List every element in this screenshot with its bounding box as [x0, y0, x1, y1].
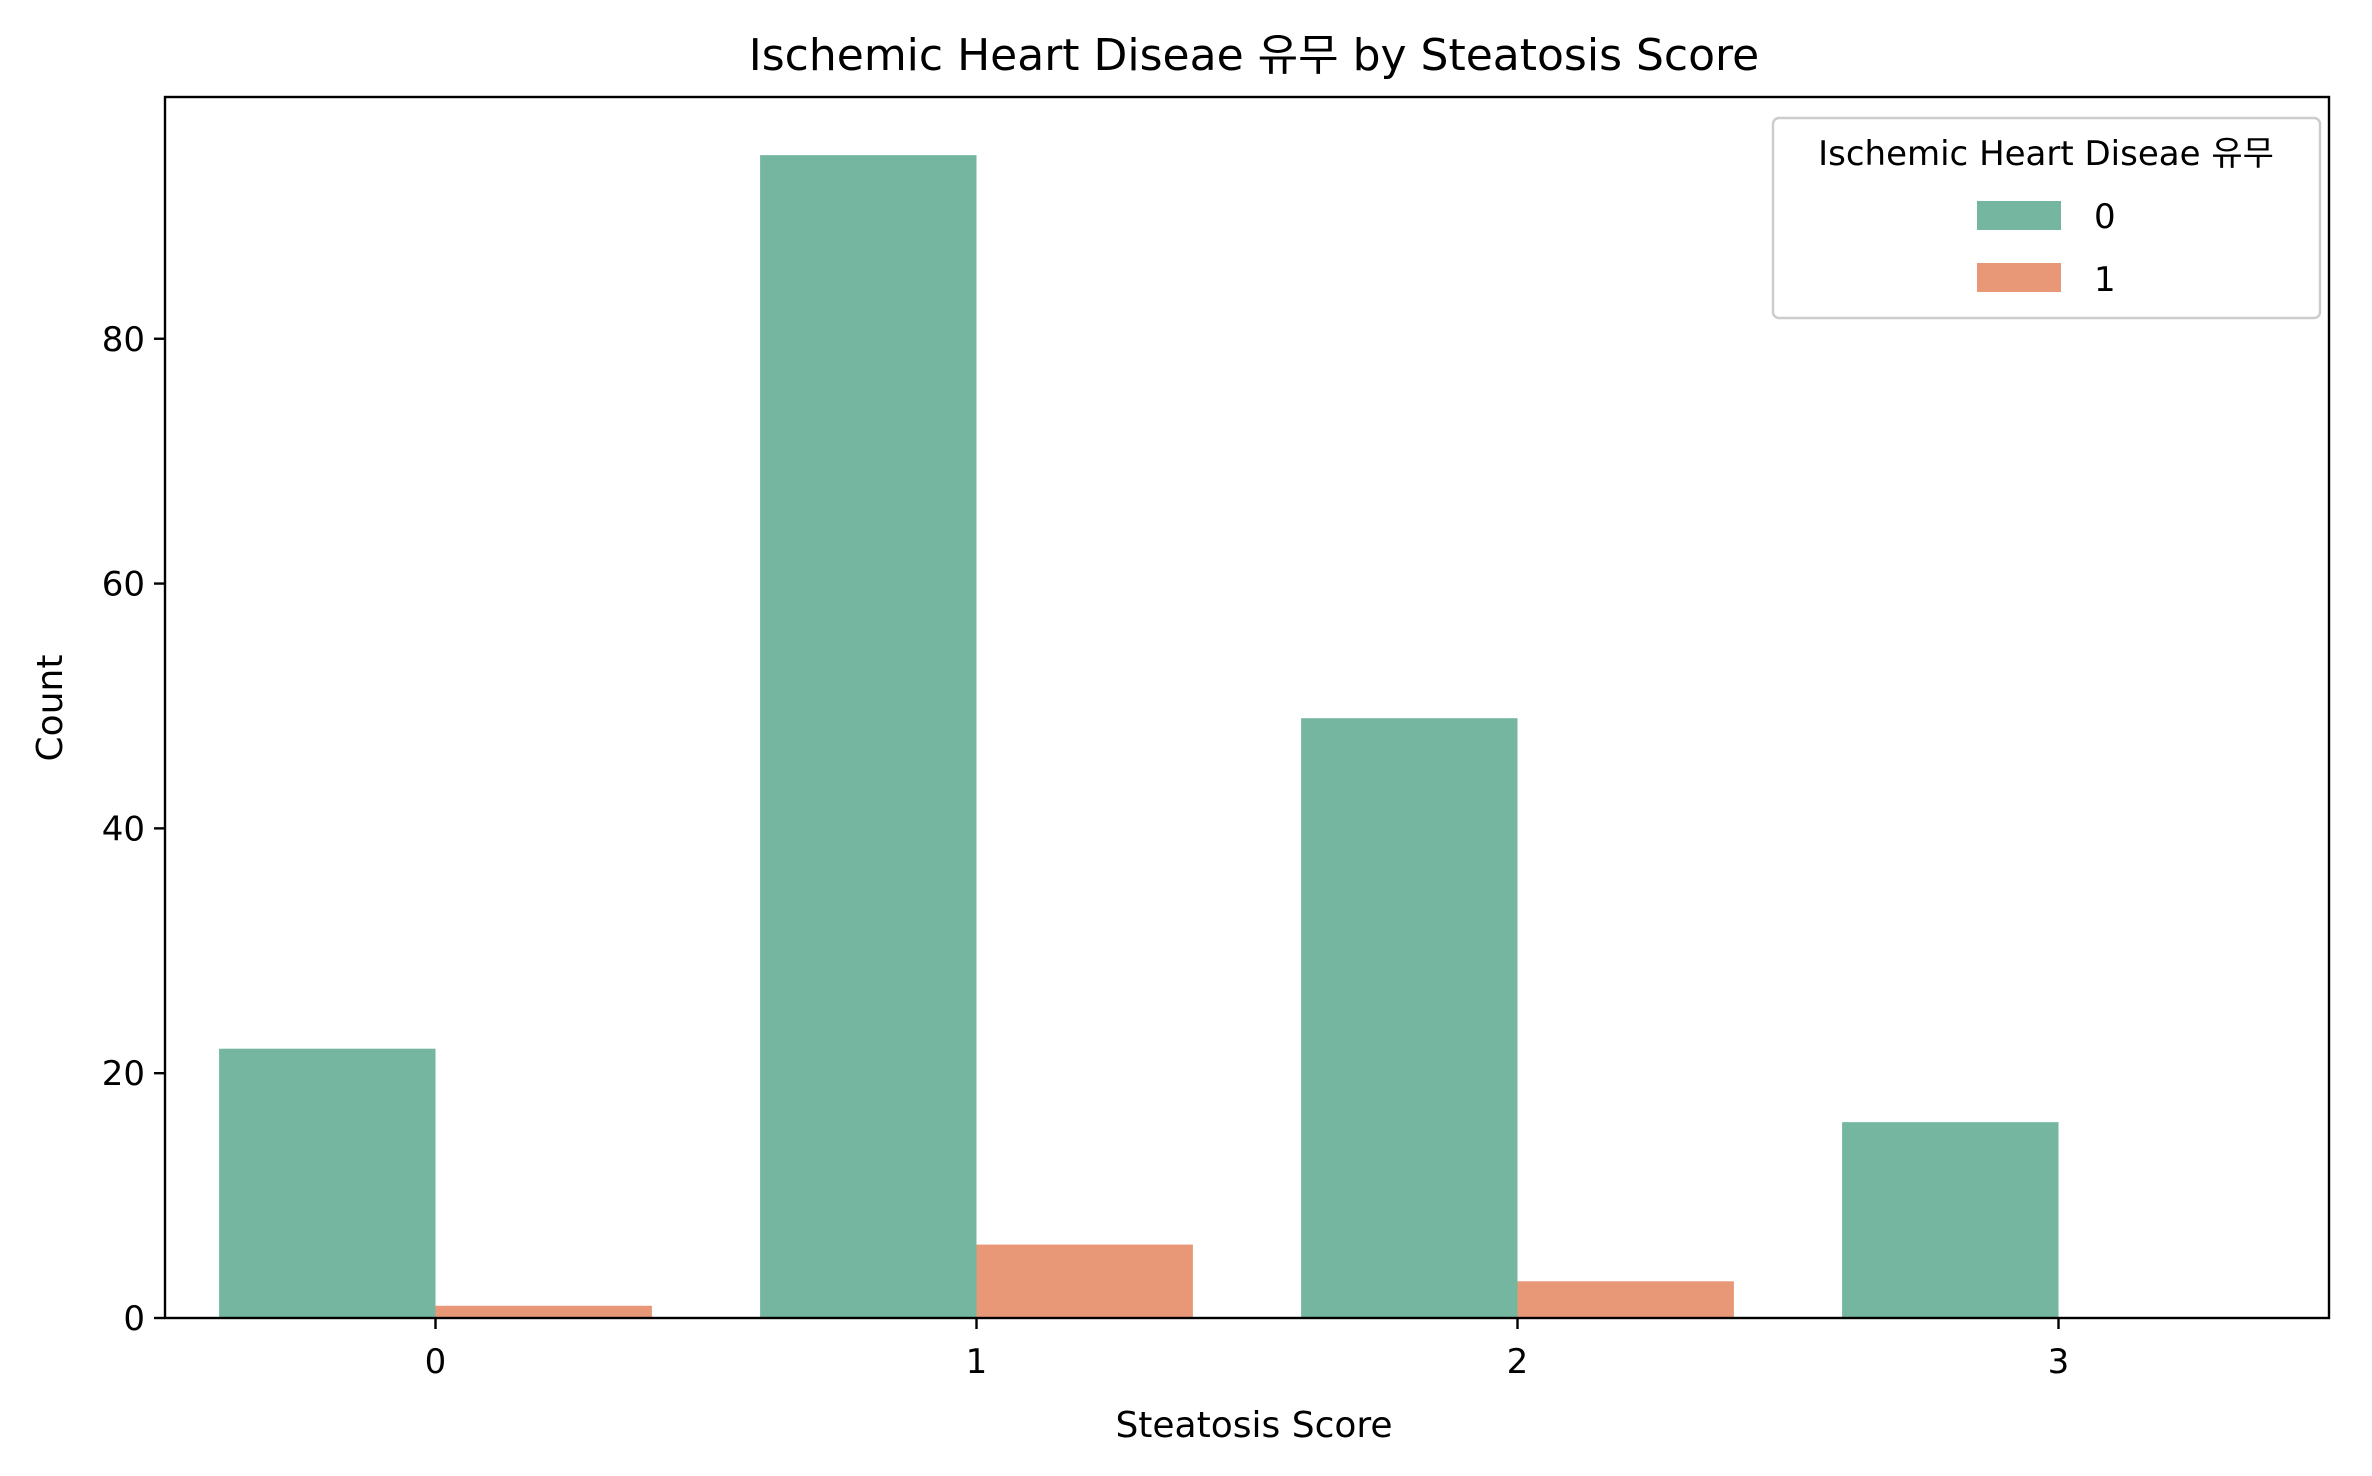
bar-series-0-cat-2 — [1301, 718, 1518, 1318]
bar-series-1-cat-2 — [1517, 1281, 1734, 1318]
legend-label-series-0: 0 — [2094, 197, 2116, 237]
bars-group — [219, 155, 2059, 1319]
bar-series-1-cat-0 — [435, 1305, 652, 1318]
y-tick-label: 0 — [123, 1299, 145, 1339]
x-tick-label: 2 — [1507, 1342, 1529, 1382]
y-axis-ticks: 0 20 40 60 80 — [102, 320, 165, 1339]
plot-frame — [163, 95, 2331, 1320]
legend-swatch-series-1 — [1977, 263, 2061, 292]
bar-series-0-cat-3 — [1842, 1122, 2059, 1318]
legend: Ischemic Heart Diseae 유무 0 1 — [1771, 116, 2322, 320]
bar-series-1-cat-1 — [976, 1244, 1193, 1318]
x-tick-label: 0 — [425, 1342, 447, 1382]
legend-label-series-1: 1 — [2094, 260, 2116, 300]
x-tick-label: 3 — [2048, 1342, 2070, 1382]
x-tick-label: 1 — [966, 1342, 988, 1382]
y-tick-label: 80 — [102, 320, 145, 360]
y-tick-label: 60 — [102, 565, 145, 605]
chart-title: Ischemic Heart Diseae 유무 by Steatosis Sc… — [749, 30, 1759, 81]
legend-title: Ischemic Heart Diseae 유무 — [1818, 134, 2274, 174]
y-tick-label: 40 — [102, 809, 145, 849]
bar-series-0-cat-0 — [219, 1048, 436, 1318]
y-axis-label: Count — [30, 655, 71, 762]
legend-swatch-series-0 — [1977, 201, 2061, 230]
bar-series-0-cat-1 — [760, 155, 977, 1319]
x-axis-ticks: 0 1 2 3 — [425, 1318, 2070, 1382]
x-axis-label: Steatosis Score — [1115, 1405, 1392, 1446]
y-tick-label: 20 — [102, 1054, 145, 1094]
